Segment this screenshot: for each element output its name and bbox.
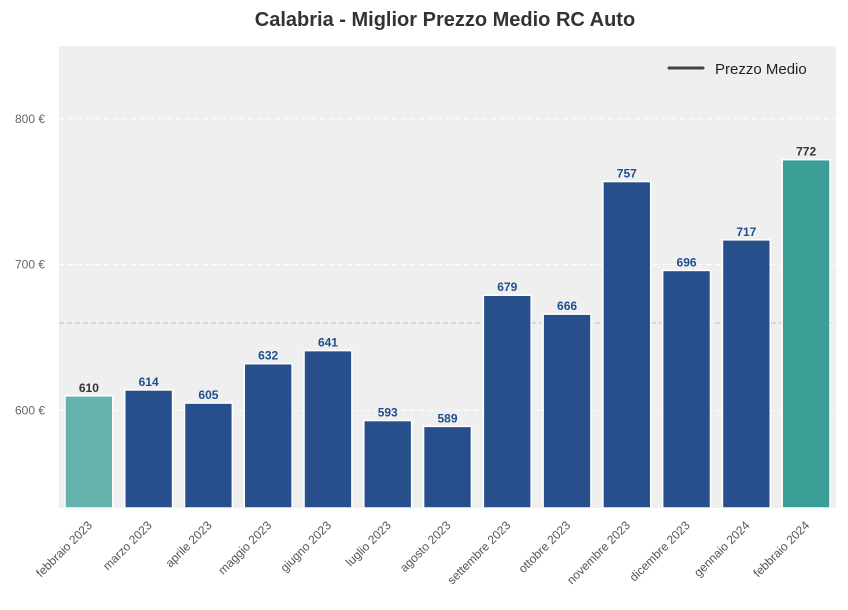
legend-label: Prezzo Medio [715,61,807,78]
bar-value-label: 717 [736,225,756,239]
x-tick-label: aprile 2023 [163,518,215,570]
bar [183,402,234,509]
bar-value-label: 589 [437,411,457,425]
bar-value-label: 641 [318,336,338,350]
bars [64,158,831,509]
y-tick-label: 600 € [15,403,45,417]
bar [123,389,174,509]
x-tick-label: dicembre 2023 [627,518,693,584]
bar-value-label: 679 [497,280,517,294]
x-axis: febbraio 2023 marzo 2023 aprile 2023 maggio… [33,518,812,587]
x-tick-label: marzo 2023 [100,518,155,573]
bar-value-label: 614 [139,375,159,389]
chart-title: Calabria - Miglior Prezzo Medio RC Auto [255,9,635,31]
value-labels: 610 614 605 632 641 593 589 679 666 757 696 717 772 [79,145,817,426]
x-tick-label: agosto 2023 [397,518,454,575]
bar [721,239,772,509]
bar [422,425,473,509]
x-tick-label: maggio 2023 [215,518,274,577]
bar [602,180,652,509]
bar-value-label: 593 [378,406,398,420]
bar [542,313,592,509]
y-axis: 600 € 700 € 800 € [15,112,45,417]
x-tick-label: novembre 2023 [564,518,633,587]
y-tick-label: 700 € [15,258,45,272]
y-tick-label: 800 € [15,112,45,126]
x-tick-label: febbraio 2024 [750,518,812,580]
bar [303,349,353,509]
bar-value-label: 696 [677,255,697,269]
x-tick-label: luglio 2023 [343,518,394,569]
bar-value-label: 610 [79,381,99,395]
x-tick-label: gennaio 2024 [691,518,753,580]
bar-value-label: 605 [198,388,218,402]
bar [781,158,831,509]
bar-value-label: 772 [796,145,816,159]
bar [661,269,712,509]
x-tick-label: giugno 2023 [277,518,334,575]
bar [482,294,532,509]
bar-value-label: 757 [617,167,637,181]
bar-value-label: 632 [258,349,278,363]
bar [64,395,114,509]
x-tick-label: febbraio 2023 [33,518,95,580]
x-tick-label: ottobre 2023 [516,518,574,576]
legend: Prezzo Medio [667,61,807,78]
bar [243,362,293,509]
bar-value-label: 666 [557,299,577,313]
x-tick-label: settembre 2023 [445,518,514,587]
bar [363,419,413,509]
